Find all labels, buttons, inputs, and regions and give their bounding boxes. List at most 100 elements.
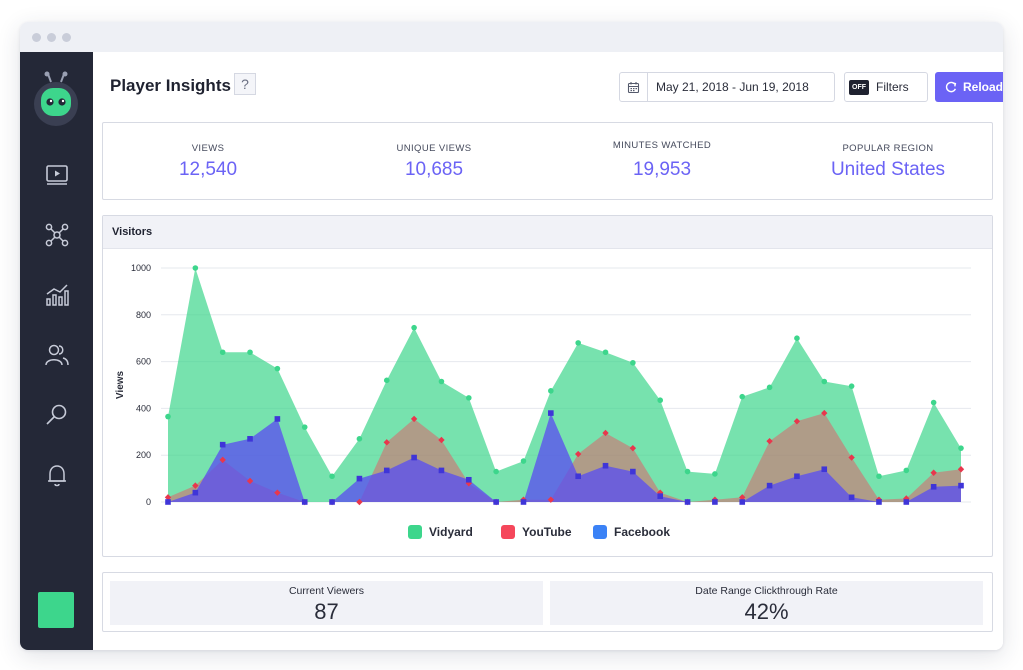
legend-swatch-youtube (501, 525, 515, 539)
data-point-youtube (629, 444, 637, 452)
data-point-facebook (219, 441, 226, 448)
analytics-icon (45, 284, 69, 306)
stats-panel: VIEWS 12,540 UNIQUE VIEWS 10,685 MINUTES… (102, 122, 993, 200)
data-point-youtube (274, 489, 281, 496)
data-point-vidyard (192, 265, 199, 271)
reload-label: Reload (962, 80, 1003, 94)
data-point-facebook (192, 489, 199, 496)
data-point-vidyard (876, 473, 882, 480)
data-point-vidyard (438, 378, 445, 385)
data-point-facebook (903, 499, 910, 505)
visitors-card: Visitors 0 200 400 600 800 1000 Views Vidyard Yo… (102, 215, 993, 557)
date-range-text: May 21, 2018 - Jun 19, 2018 (656, 80, 809, 94)
date-range-picker[interactable]: May 21, 2018 - Jun 19, 2018 (619, 72, 835, 102)
stat-unique-views: UNIQUE VIEWS 10,685 (329, 123, 539, 199)
data-point-youtube (793, 418, 801, 425)
sidebar-item-videos[interactable] (20, 155, 93, 195)
data-point-facebook (575, 473, 581, 480)
stat-label: POPULAR REGION (842, 143, 934, 154)
legend-label-vidyard: Vidyard (429, 525, 473, 539)
data-point-facebook (548, 410, 554, 416)
filters-button[interactable]: OFF Filters (844, 72, 928, 102)
y-tick-label: 400 (136, 403, 151, 413)
series-area-vidyard (168, 268, 961, 502)
series-area-youtube (168, 413, 961, 502)
data-point-vidyard (165, 413, 171, 420)
stat-label: Current Viewers (288, 585, 365, 597)
data-point-facebook (356, 475, 363, 482)
reload-icon (945, 81, 957, 93)
data-point-vidyard (356, 436, 363, 442)
legend-swatch-vidyard (408, 525, 422, 539)
data-point-youtube (957, 466, 965, 473)
data-point-vidyard (903, 467, 910, 474)
stat-label: UNIQUE VIEWS (396, 143, 472, 154)
y-tick-label: 1000 (131, 263, 151, 273)
data-point-vidyard (657, 397, 664, 404)
stat-value: United States (830, 159, 946, 180)
data-point-vidyard (684, 468, 691, 475)
stat-popular-region: POPULAR REGION United States (783, 123, 993, 199)
y-axis-label: Views (115, 370, 126, 399)
y-tick-label: 800 (136, 310, 151, 320)
main-content: Player Insights ? May 21, 2018 - Jun 19,… (93, 52, 1003, 650)
stat-value: 12,540 (178, 159, 238, 180)
data-point-facebook (794, 473, 800, 480)
sidebar-item-search[interactable] (20, 395, 93, 435)
clickthrough-rate-stat: Date Range Clickthrough Rate 42% (550, 581, 983, 625)
data-point-vidyard (548, 388, 554, 394)
data-point-facebook (165, 499, 171, 505)
data-point-vidyard (958, 445, 964, 451)
data-point-facebook (411, 454, 417, 461)
sidebar-item-audience[interactable] (20, 335, 93, 375)
data-point-vidyard (493, 468, 499, 475)
data-point-vidyard (630, 359, 636, 366)
data-point-facebook (766, 482, 773, 489)
data-point-facebook (602, 462, 609, 469)
stat-minutes-watched: MINUTES WATCHED 19,953 (557, 123, 767, 199)
stat-value: 10,685 (404, 159, 464, 180)
data-point-facebook (712, 499, 718, 505)
filters-toggle-badge[interactable]: OFF (849, 79, 869, 95)
data-point-facebook (247, 436, 253, 442)
reload-button[interactable]: Reload (935, 72, 1003, 102)
data-point-vidyard (739, 393, 746, 400)
data-point-facebook (684, 499, 691, 505)
data-point-vidyard (219, 349, 226, 356)
data-point-youtube (356, 498, 363, 506)
sidebar-item-network[interactable] (20, 215, 93, 255)
stat-value: 19,953 (632, 159, 692, 180)
sidebar-item-notifications[interactable] (20, 455, 93, 495)
data-point-vidyard (383, 377, 390, 384)
stat-label: MINUTES WATCHED (612, 140, 712, 151)
legend-swatch-facebook (593, 525, 607, 539)
data-point-facebook (520, 499, 527, 505)
visitors-card-title: Visitors (103, 216, 992, 249)
search-icon (45, 404, 66, 425)
window-dot (32, 33, 41, 42)
data-point-facebook (493, 499, 499, 505)
data-point-youtube (739, 494, 746, 501)
sidebar (20, 52, 93, 650)
data-point-vidyard (821, 378, 828, 385)
video-icon (45, 165, 68, 185)
y-tick-label: 0 (146, 497, 151, 507)
page-title: Player Insights (110, 76, 231, 95)
legend-label-youtube: YouTube (522, 525, 572, 539)
sidebar-status-square[interactable] (38, 592, 74, 628)
y-tick-label: 200 (136, 450, 151, 460)
stat-label: VIEWS (191, 143, 225, 154)
stat-value: 42% (744, 599, 789, 624)
data-point-youtube (219, 456, 226, 464)
series-area-facebook (168, 413, 961, 502)
current-viewers-stat: Current Viewers 87 (110, 581, 543, 625)
sidebar-item-analytics[interactable] (20, 275, 93, 315)
data-point-youtube (930, 469, 937, 476)
data-point-vidyard (274, 365, 281, 372)
data-point-facebook (438, 467, 445, 474)
data-point-facebook (739, 499, 746, 505)
help-button[interactable]: ? (234, 73, 256, 95)
robot-logo-icon[interactable] (31, 70, 81, 130)
data-point-facebook (630, 468, 636, 475)
stat-label: Date Range Clickthrough Rate (695, 585, 838, 597)
